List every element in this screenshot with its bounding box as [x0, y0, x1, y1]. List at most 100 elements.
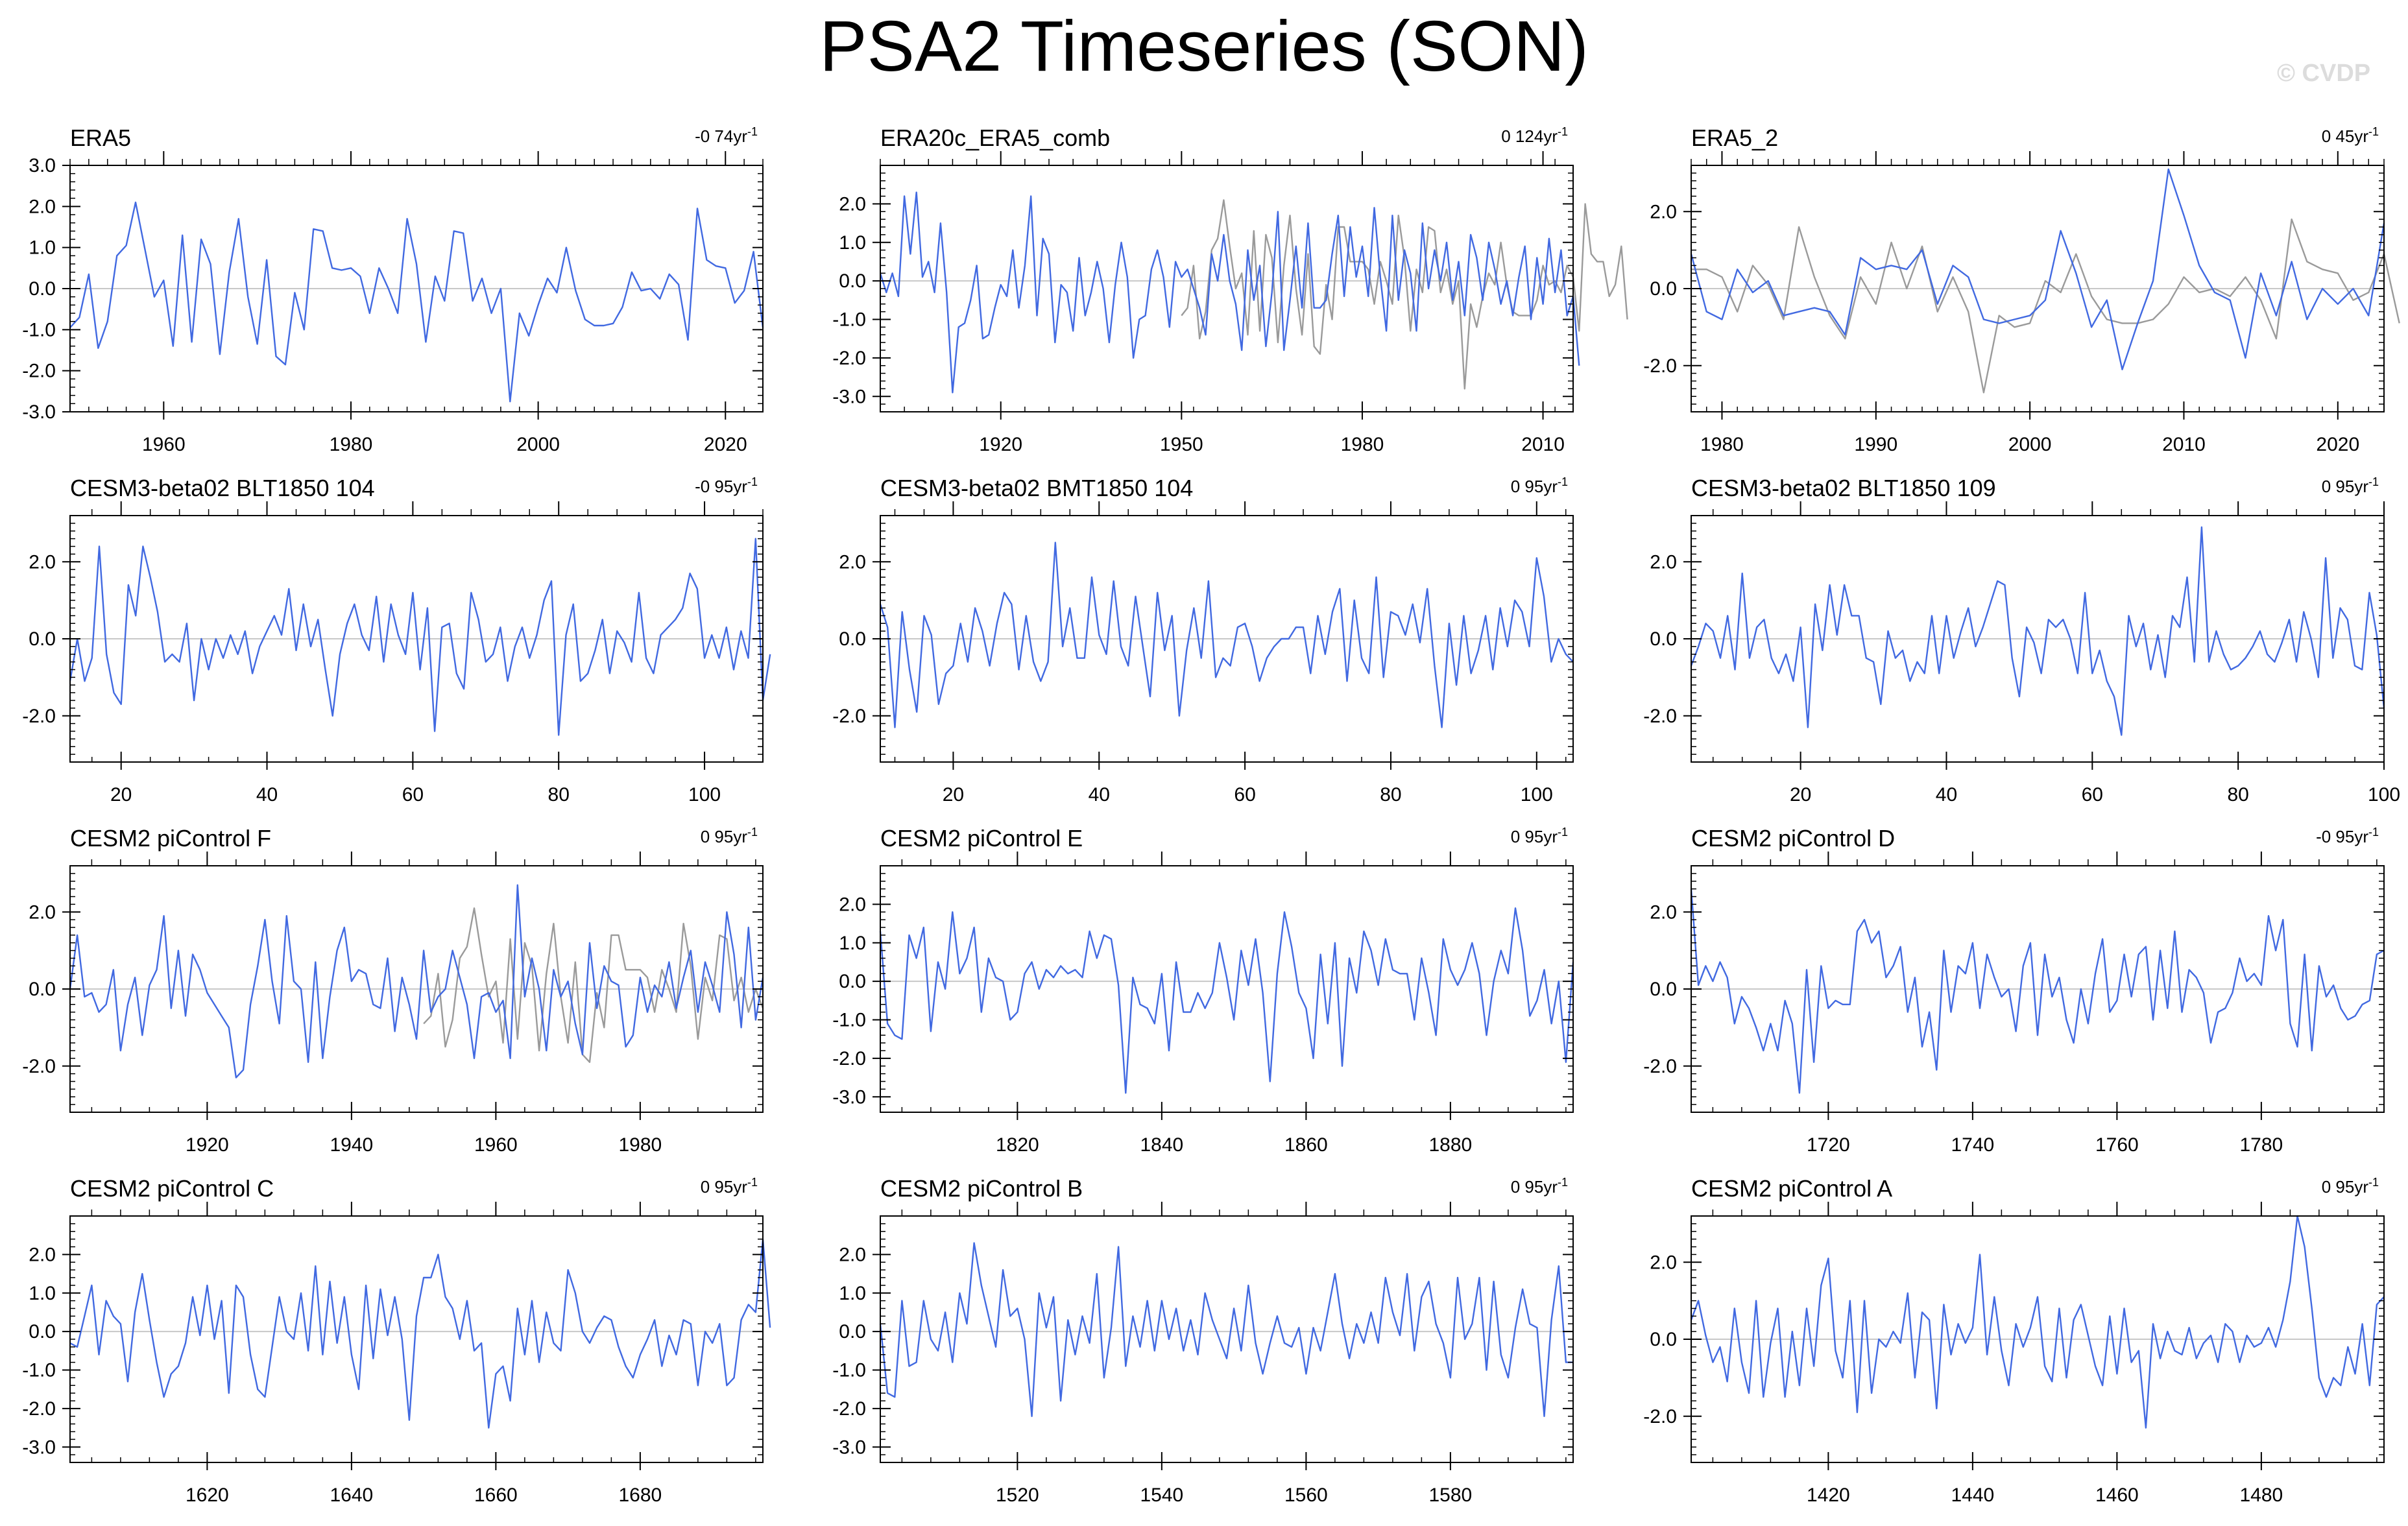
y-tick-label: -3.0 [22, 401, 56, 423]
panel-title: ERA5_2 [1691, 125, 1778, 151]
panel-10: 2.0 1.0 0.0 -1.0 -2.0 -3.0 1520 1540 1560 1580 CES… [832, 1175, 1574, 1506]
x-tick-label: 2010 [1521, 434, 1565, 455]
reference-series-line [1691, 218, 2400, 394]
panel-title: CESM2 piControl A [1691, 1175, 1892, 1202]
y-tick-label: 2.0 [839, 894, 866, 915]
x-tick-label: 2000 [516, 434, 560, 455]
panel-title: CESM3-beta02 BMT1850 104 [880, 475, 1193, 501]
x-tick-label: 1780 [2240, 1134, 2283, 1156]
series-line [879, 1242, 1573, 1418]
x-tick-label: 1740 [1951, 1134, 1995, 1156]
x-tick-label: 1580 [1429, 1484, 1473, 1506]
trend-exponent: -1 [2368, 826, 2379, 839]
panel-title: CESM3-beta02 BLT1850 104 [70, 475, 375, 501]
y-tick-label: 0.0 [839, 270, 866, 292]
reference-series-line [1181, 199, 1628, 390]
series-line [1690, 526, 2385, 736]
x-tick-label: 1920 [979, 434, 1022, 455]
x-tick-label: 40 [1936, 784, 1957, 805]
trend-exponent: -1 [1558, 826, 1568, 839]
x-tick-label: 1990 [1854, 434, 1897, 455]
y-tick-label: -1.0 [832, 309, 866, 331]
panel-4: 2.0 0.0 -2.0 20 40 60 80 100 CESM3-beta02 BMT185… [832, 475, 1574, 805]
y-tick-label: -3.0 [832, 1437, 866, 1458]
trend-exponent: -1 [747, 475, 758, 488]
y-tick-label: 0.0 [29, 278, 56, 300]
y-tick-label: -2.0 [1643, 1406, 1677, 1427]
x-tick-label: 1860 [1284, 1134, 1328, 1156]
x-tick-label: 1980 [1700, 434, 1744, 455]
series-line [1690, 168, 2385, 370]
y-tick-label: -3.0 [832, 1086, 866, 1108]
y-tick-label: 3.0 [29, 155, 56, 176]
panel-6: 2.0 0.0 -2.0 1920 1940 1960 1980 CESM2 piContro… [22, 825, 764, 1156]
x-tick-label: 1720 [1807, 1134, 1850, 1156]
y-tick-label: -3.0 [22, 1437, 56, 1458]
x-tick-label: 1940 [330, 1134, 374, 1156]
x-tick-label: 1840 [1140, 1134, 1184, 1156]
x-tick-label: 20 [110, 784, 132, 805]
x-tick-label: 1980 [619, 1134, 662, 1156]
trend-exponent: -1 [2368, 125, 2379, 138]
panel-0: 3.0 2.0 1.0 0.0 -1.0 -2.0 -3.0 1960 1980 2000 2020… [22, 125, 764, 455]
panel-title: CESM2 piControl B [880, 1175, 1083, 1202]
y-tick-label: -2.0 [22, 1056, 56, 1077]
x-tick-label: 100 [1521, 784, 1553, 805]
panel-title: CESM3-beta02 BLT1850 109 [1691, 475, 1996, 501]
y-tick-label: -1.0 [22, 1360, 56, 1381]
panel-3: 2.0 0.0 -2.0 20 40 60 80 100 CESM3-beta02 BLT185… [22, 475, 771, 805]
x-tick-label: 60 [402, 784, 424, 805]
panel-7: 2.0 1.0 0.0 -1.0 -2.0 -3.0 1820 1840 1860 1880 CES… [832, 825, 1574, 1156]
x-tick-label: 20 [1790, 784, 1811, 805]
x-tick-label: 1920 [186, 1134, 229, 1156]
y-tick-label: 0.0 [29, 1321, 56, 1342]
x-tick-label: 1640 [330, 1484, 374, 1506]
plot-frame [880, 165, 1574, 412]
x-tick-label: 1480 [2240, 1484, 2283, 1506]
y-tick-label: 2.0 [1650, 551, 1677, 573]
y-tick-label: 2.0 [29, 1244, 56, 1265]
y-tick-label: -2.0 [832, 1398, 866, 1420]
x-tick-label: 2020 [704, 434, 747, 455]
y-tick-label: -2.0 [22, 706, 56, 727]
y-tick-label: 0.0 [29, 628, 56, 650]
y-tick-label: 0.0 [1650, 1329, 1677, 1350]
trend-exponent: -1 [747, 1176, 758, 1189]
panel-title: CESM2 piControl D [1691, 825, 1895, 852]
panel-title: CESM2 piControl F [70, 825, 271, 852]
panel-1: 2.0 1.0 0.0 -1.0 -2.0 -3.0 1920 1950 1980 2010 ERA… [832, 125, 1628, 455]
x-tick-label: 100 [2368, 784, 2400, 805]
y-tick-label: 2.0 [1650, 201, 1677, 222]
y-tick-label: 2.0 [839, 193, 866, 215]
y-tick-label: 2.0 [29, 901, 56, 923]
x-tick-label: 2000 [2008, 434, 2052, 455]
series-line [69, 884, 764, 1079]
y-tick-label: 0.0 [29, 979, 56, 1000]
x-tick-label: 1950 [1160, 434, 1203, 455]
y-tick-label: 0.0 [1650, 979, 1677, 1000]
x-tick-label: 20 [943, 784, 964, 805]
x-tick-label: 2010 [2162, 434, 2206, 455]
trend-exponent: -1 [747, 826, 758, 839]
y-tick-label: -1.0 [832, 1010, 866, 1031]
y-tick-label: 2.0 [1650, 901, 1677, 923]
series-line [879, 191, 1580, 394]
series-line [879, 907, 1574, 1094]
x-tick-label: 80 [548, 784, 570, 805]
x-tick-label: 1440 [1951, 1484, 1995, 1506]
series-line [1690, 888, 2385, 1094]
x-tick-label: 1960 [142, 434, 186, 455]
series-line [69, 201, 764, 403]
y-tick-label: -2.0 [832, 1048, 866, 1069]
y-tick-label: -2.0 [1643, 355, 1677, 377]
trend-exponent: -1 [1558, 475, 1568, 488]
plot-frame [880, 1215, 1574, 1463]
x-tick-label: 60 [2082, 784, 2103, 805]
x-tick-label: 1880 [1429, 1134, 1473, 1156]
series-line [879, 542, 1574, 728]
reference-series-line [423, 907, 764, 1064]
y-tick-label: -2.0 [832, 706, 866, 727]
y-tick-label: -2.0 [1643, 1056, 1677, 1077]
trend-label: -0 74yr-1 [695, 125, 758, 146]
x-tick-label: 1960 [474, 1134, 518, 1156]
